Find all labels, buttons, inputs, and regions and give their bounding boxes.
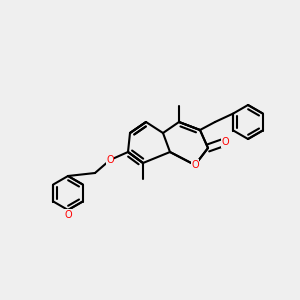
Text: O: O <box>191 160 199 170</box>
Text: O: O <box>221 137 229 147</box>
Text: O: O <box>64 210 72 220</box>
Text: O: O <box>106 155 114 165</box>
